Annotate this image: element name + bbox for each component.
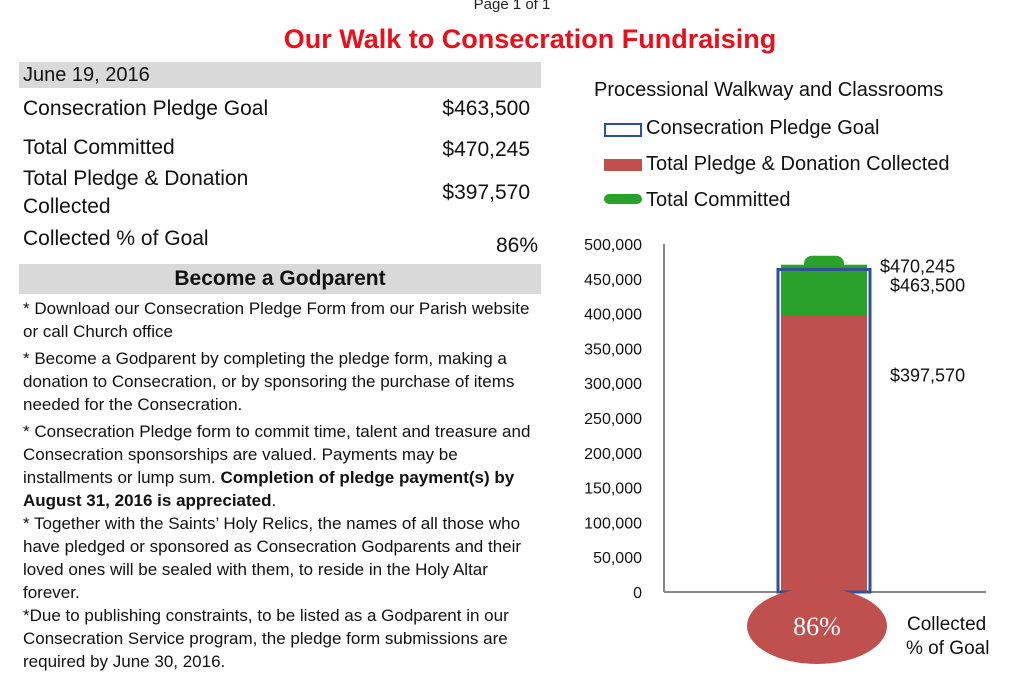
y-tick-label: 200,000 <box>584 446 642 463</box>
percent-caption-line1: Collected <box>907 614 986 635</box>
y-tick-label: 0 <box>633 585 642 602</box>
date-bar: June 19, 2016 <box>19 62 541 88</box>
data-label-collected: $397,570 <box>890 365 965 385</box>
y-tick-label: 250,000 <box>584 411 642 428</box>
bar-total-committed-cap <box>804 255 844 272</box>
note-item: * Together with the Saints’ Holy Relics,… <box>23 514 522 602</box>
percent-caption-line2: % of Goal <box>906 638 989 659</box>
summary-value: $397,570 <box>442 181 530 204</box>
page-title: Our Walk to Consecration Fundraising <box>283 24 777 54</box>
thermometer-bulb <box>747 588 887 664</box>
data-label-committed: $470,245 <box>880 257 955 277</box>
y-tick-label: 150,000 <box>584 481 642 498</box>
legend-swatch-committed <box>604 194 642 204</box>
note-emphasis: Completion of pledge payment(s) by Augus… <box>23 468 515 510</box>
legend-label: Total Pledge & Donation Collected <box>646 153 950 175</box>
summary-label: Total Committed <box>23 136 175 159</box>
y-tick-label: 400,000 <box>584 307 642 324</box>
data-label-goal: $463,500 <box>890 275 965 295</box>
page-indicator: Page 1 of 1 <box>473 0 551 13</box>
legend-label: Consecration Pledge Goal <box>646 117 880 139</box>
y-tick-label: 350,000 <box>584 341 642 358</box>
thermometer-chart: 0 50,000 100,000 150,000 200,000 250,000 300,0… <box>584 237 989 664</box>
note-text-end: . <box>271 491 277 510</box>
legend-label: Total Committed <box>646 189 791 211</box>
godparent-heading: Become a Godparent <box>19 264 541 294</box>
summary-label: Total Pledge & Donation Collected <box>23 167 249 218</box>
summary-label: Collected % of Goal <box>23 227 209 250</box>
y-tick-label: 450,000 <box>584 272 642 289</box>
percent-label: 86% <box>793 612 841 641</box>
note-item: * Become a Godparent by completing the p… <box>23 349 515 414</box>
note-item: *Due to publishing constraints, to be li… <box>23 606 509 671</box>
summary-value: $463,500 <box>442 97 530 120</box>
summary-value: $470,245 <box>442 138 530 161</box>
note-text: * Consecration Pledge form to commit tim… <box>23 422 531 487</box>
legend-swatch-collected <box>604 159 642 171</box>
y-tick-label: 300,000 <box>584 376 642 393</box>
y-tick-label: 100,000 <box>584 515 642 532</box>
y-tick-label: 500,000 <box>584 237 642 254</box>
bar-collected <box>781 315 867 592</box>
y-tick-label: 50,000 <box>593 550 642 567</box>
note-item: * Download our Consecration Pledge Form … <box>23 299 530 341</box>
summary-value: 86% <box>495 234 538 257</box>
legend-swatch-goal <box>604 123 642 137</box>
chart-title: Processional Walkway and Classrooms <box>594 79 944 101</box>
godparent-notes: * Download our Consecration Pledge Form … <box>23 297 543 677</box>
note-item: * Consecration Pledge form to commit tim… <box>23 420 543 512</box>
summary-label: Consecration Pledge Goal <box>23 97 269 120</box>
